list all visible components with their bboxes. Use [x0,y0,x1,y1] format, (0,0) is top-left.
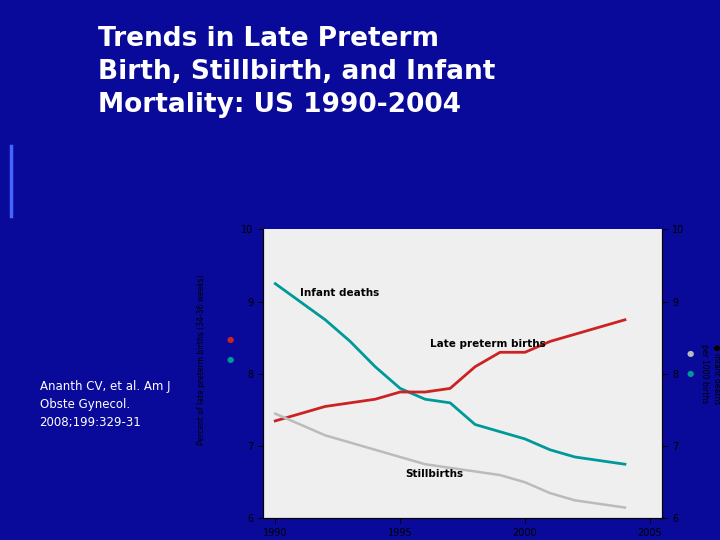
Text: Stillbirths: Stillbirths [405,469,463,478]
Text: Late preterm births: Late preterm births [430,339,546,348]
Text: ●: ● [227,355,234,364]
Text: ●: ● [686,369,693,379]
Text: Stillbirths and
● infant deaths
per 1000 births: Stillbirths and ● infant deaths per 1000… [700,344,720,404]
Text: ●: ● [686,349,693,358]
Text: Percent of late preterm births (34-36 weeks): Percent of late preterm births (34-36 we… [197,274,206,445]
Text: Trends in Late Preterm
Birth, Stillbirth, and Infant
Mortality: US 1990-2004: Trends in Late Preterm Birth, Stillbirth… [98,26,495,118]
Text: ●: ● [227,335,234,344]
Text: Ananth CV, et al. Am J
Obste Gynecol.
2008;199:329-31: Ananth CV, et al. Am J Obste Gynecol. 20… [40,380,170,429]
Text: Infant deaths: Infant deaths [300,288,379,298]
